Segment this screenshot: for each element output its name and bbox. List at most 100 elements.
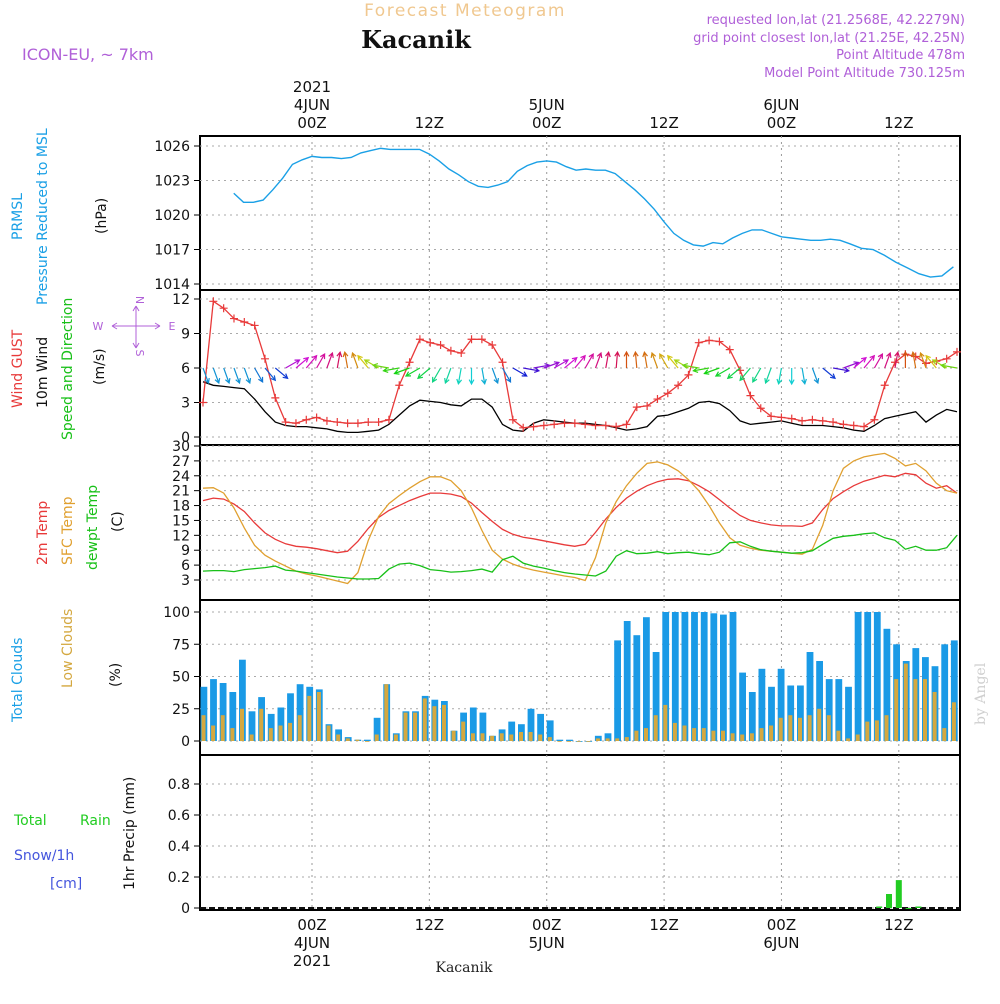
wind-direction-arrow [233, 367, 241, 385]
wind-direction-arrow [681, 363, 699, 369]
wind-direction-arrow [481, 367, 487, 386]
total-clouds-bar [720, 614, 727, 741]
wind-direction-arrow [393, 367, 410, 375]
wind-direction-arrow [363, 359, 379, 369]
gust-marker [539, 421, 548, 430]
top-date-label: 4JUN [294, 96, 330, 114]
low-clouds-bar [451, 730, 456, 741]
gust-marker [860, 422, 869, 431]
total-clouds-bar [787, 685, 795, 741]
y-tick-label: 6 [181, 361, 190, 377]
y-tick-label: 1023 [154, 174, 190, 190]
y-tick-label: 0 [181, 734, 190, 750]
total-clouds-bar [768, 686, 775, 741]
wind-direction-arrow [512, 367, 528, 377]
wind-direction-arrow [873, 353, 884, 369]
gust-marker [643, 401, 652, 410]
wind-direction-arrow [788, 368, 795, 386]
total-clouds-bar [835, 679, 843, 741]
y-tick-label: 0 [181, 430, 190, 446]
bottom-time-label: 00Z [532, 916, 561, 934]
low-clouds-bar [509, 734, 514, 741]
total-clouds-bar [546, 720, 554, 741]
low-clouds-bar [595, 738, 600, 741]
low-clouds-bar [701, 728, 706, 741]
wind-direction-arrow [902, 350, 909, 368]
total-clouds-bar [662, 612, 670, 741]
model-label: ICON-EU, ~ 7km [22, 45, 154, 64]
y-tick-label: 100 [163, 605, 190, 621]
wind-direction-arrow [931, 359, 947, 369]
wind-direction-arrow [523, 367, 541, 373]
low-clouds-bar [567, 741, 572, 742]
y-tick-label: 25 [172, 702, 190, 718]
low-clouds-bar [480, 733, 485, 741]
low-clouds-bar [365, 741, 369, 742]
hpa-unit-label: (hPa) [94, 198, 110, 234]
wind-direction-arrow [703, 367, 720, 375]
y-tick-label: 0.8 [168, 777, 190, 793]
wind-direction-arrow [264, 367, 277, 382]
panel-frame [199, 444, 961, 601]
gust-marker [353, 419, 362, 428]
total-clouds-bar [748, 692, 756, 741]
gust-marker [260, 354, 269, 363]
gust-marker [550, 420, 559, 429]
total-clouds-bar [700, 612, 708, 741]
y-tick-label: 9 [181, 327, 190, 343]
requested-coords: requested lon,lat (21.2568E, 42.2279N) [707, 13, 965, 28]
y-tick-label: 27 [172, 454, 190, 470]
low-clouds-bar [326, 725, 331, 741]
wind-direction-arrow [468, 368, 475, 386]
bottom-time-label: 00Z [767, 916, 796, 934]
total-clouds-bar [816, 661, 823, 741]
low-clouds-bar [393, 734, 398, 741]
total-clouds-bar [537, 713, 544, 741]
wind-direction-arrow [614, 350, 621, 369]
gust-marker [798, 416, 807, 425]
wind-direction-arrow [501, 367, 512, 383]
low-clouds-bar [653, 715, 658, 741]
wind-direction-arrow [925, 354, 937, 369]
model-altitude: Model Point Altitude 730.125m [764, 66, 965, 81]
total-clouds-bar [623, 621, 631, 741]
gust-marker [922, 359, 931, 368]
low-clouds-bar [316, 692, 321, 741]
precip-unit-label: 1hr Precip (mm) [122, 777, 138, 890]
wind-direction-arrow [632, 350, 639, 369]
snow-label: Snow/1h [14, 848, 74, 864]
low-clouds-bar [442, 704, 446, 741]
low-clouds-bar [605, 738, 610, 741]
bottom-time-label: 00Z [297, 916, 326, 934]
total-clouds-bar [604, 733, 612, 741]
low-clouds-bar [557, 741, 562, 742]
rain-bar [886, 894, 892, 908]
low-clouds-bar [663, 704, 668, 741]
gust-marker [663, 389, 672, 398]
celsius-unit-label: (C) [110, 511, 126, 532]
low-clouds-bar [422, 698, 427, 741]
wind-direction-arrow [650, 351, 659, 369]
low-clouds-bar [692, 728, 697, 741]
gust-marker [529, 422, 538, 431]
low-clouds-bar [615, 738, 620, 741]
gust-marker [829, 418, 838, 427]
pressure-line [233, 147, 954, 278]
wind-direction-arrow [910, 350, 917, 369]
gust-marker [219, 304, 228, 313]
dewpt-label: dewpt Temp [85, 485, 101, 570]
wind-direction-arrow [336, 350, 343, 369]
low-clouds-bar [740, 734, 745, 741]
gust-marker [911, 352, 920, 361]
gust-marker [477, 335, 486, 344]
percent-unit-label: (%) [108, 663, 124, 687]
total-clouds-bar [566, 739, 573, 741]
t2m-line [202, 472, 958, 554]
low-clouds-bar [355, 739, 360, 741]
gust-marker [612, 422, 621, 431]
wind-direction-arrow [342, 350, 349, 369]
y-tick-label: 0.6 [168, 808, 190, 824]
total-clouds-bar [210, 679, 217, 741]
top-time-label: 12Z [415, 114, 444, 132]
gust-marker [519, 423, 528, 432]
